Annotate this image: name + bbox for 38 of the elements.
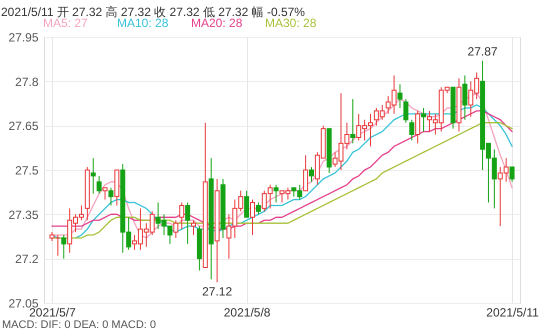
candlestick — [96, 175, 102, 194]
candlestick — [90, 158, 96, 194]
annotation: 27.87 — [468, 44, 498, 59]
candlestick — [308, 166, 314, 182]
text: MA10: 28 — [117, 16, 169, 30]
y-tick-label: 27.65 — [8, 119, 39, 134]
x-tick-label: 2021/5/8 — [224, 306, 271, 320]
chart-title: 2021/5/11 开 27.32 高 27.32 收 27.32 低 27.32 幅 -0.57% — [1, 5, 306, 19]
candlestick — [421, 107, 426, 132]
candlestick — [415, 110, 420, 144]
candlestick — [510, 166, 515, 182]
candlestick — [350, 98, 356, 144]
candlestick — [397, 84, 402, 108]
candlestick — [256, 202, 261, 215]
candlestick — [303, 154, 308, 192]
candlestick — [173, 220, 178, 238]
candlestick — [462, 74, 468, 120]
candlestick — [274, 184, 279, 204]
y-tick-label: 27.35 — [8, 208, 39, 222]
y-tick-label: 27.8 — [15, 74, 39, 89]
text: MACD: DIF: 0 DEA: 0 MACD: 0 — [2, 319, 156, 331]
candlestick — [185, 202, 190, 244]
candlestick — [403, 98, 408, 124]
candlestick — [250, 199, 256, 236]
annotation: 27.12 — [202, 284, 232, 298]
candlestick — [409, 119, 414, 141]
candlestick — [244, 190, 250, 218]
y-tick-label: 27.2 — [15, 252, 39, 266]
text: MA5: 27 — [43, 16, 88, 30]
candlestick — [108, 187, 114, 206]
candlestick — [191, 220, 196, 236]
candlestick — [179, 202, 184, 230]
text: MA30: 28 — [265, 16, 317, 30]
y-tick-label: 27.95 — [8, 30, 39, 44]
candlestick — [61, 234, 66, 260]
y-tick-label: 27.5 — [15, 164, 39, 178]
x-tick-label: 2021/5/11 — [486, 306, 540, 320]
candlestick — [102, 187, 108, 200]
